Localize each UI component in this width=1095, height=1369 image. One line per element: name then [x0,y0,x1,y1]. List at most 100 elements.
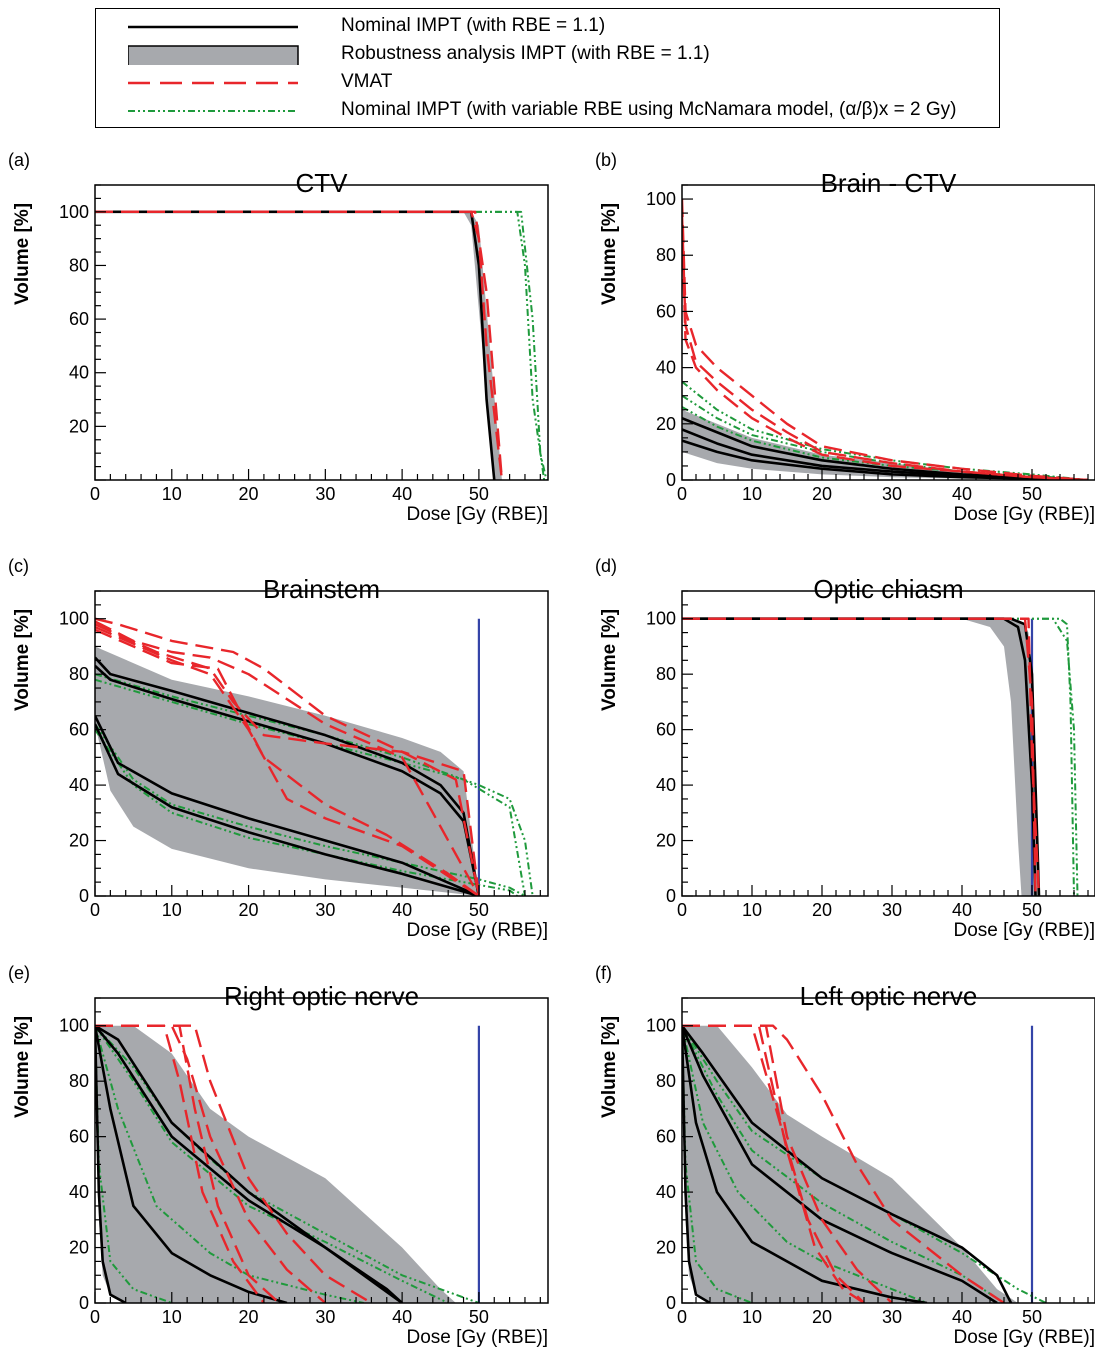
legend-label-band: Robustness analysis IMPT (with RBE = 1.1… [341,43,710,64]
series-vmat [95,1024,327,1303]
series-vmat [682,199,1089,480]
x-tick-label: 20 [812,484,832,504]
legend-swatch-vmat [128,81,298,85]
series-mcnamara [95,729,518,896]
series-nominal [95,210,496,480]
series-vmat [95,625,480,896]
x-tick-label: 10 [742,484,762,504]
panel-letter: (f) [595,963,612,983]
robustness-band [682,1025,1018,1303]
y-tick-label: 40 [69,1182,89,1202]
x-tick-label: 40 [952,1307,972,1327]
robustness-band [95,211,502,480]
panel-c: (c) Brainstem 0 10 20 30 40 50 0 20 40 60 80 100 Dose … [8,556,549,956]
series-nominal [95,723,480,896]
series-mcnamara [682,380,1089,480]
y-tick-label: 20 [656,414,676,434]
series-nominal [682,1024,1013,1303]
y-tick-label: 20 [69,831,89,851]
x-tick-label: 20 [812,900,832,920]
x-tick-label: 40 [392,484,412,504]
series-vmat [682,1024,865,1303]
legend-label-mcnamara: Nominal IMPT (with variable RBE using Mc… [341,99,957,120]
robustness-band [95,1025,456,1303]
x-tick-label: 0 [90,900,100,920]
series-mcnamara [682,1025,928,1303]
chart-title: CTV [295,168,348,198]
panel-a: (a) CTV 0 10 20 30 40 50 20 40 60 80 100 Dose [Gy (RB… [8,150,549,540]
series-nominal [95,1024,403,1303]
y-tick-label: 0 [666,886,676,906]
x-tick-label: 30 [315,484,335,504]
x-tick-label: 50 [1022,484,1042,504]
chart-plot: 0 10 20 30 40 50 0 20 40 60 80 100 [646,590,1095,920]
y-tick-label: 100 [59,1016,89,1036]
series-vmat [682,617,1041,896]
x-axis-label: Dose [Gy (RBE)] [406,920,548,941]
x-axis-label: Dose [Gy (RBE)] [406,504,548,525]
series-mcnamara [682,406,1089,480]
x-tick-label: 40 [392,900,412,920]
y-tick-label: 60 [69,720,89,740]
plot-area [95,210,548,480]
panel-letter: (c) [8,556,29,576]
chart-plot: 0 10 20 30 40 50 0 20 40 60 80 100 [646,184,1095,504]
series-vmat [95,210,504,480]
series-nominal [95,1024,403,1303]
robustness-band [682,409,1088,480]
x-tick-label: 40 [952,900,972,920]
x-tick-label: 40 [392,1307,412,1327]
y-tick-label: 80 [69,664,89,684]
y-tick-label: 20 [656,831,676,851]
y-tick-label: 20 [656,1238,676,1258]
y-axis-label: Volume [%] [12,608,33,711]
series-vmat [682,1024,1005,1303]
series-mcnamara [682,1025,753,1303]
x-tick-label: 0 [677,1307,687,1327]
y-tick-label: 20 [69,1238,89,1258]
x-tick-label: 20 [239,1307,259,1327]
panel-letter: (b) [595,150,617,170]
y-tick-label: 80 [656,1071,676,1091]
series-mcnamara [682,617,1079,896]
plot-frame [94,184,549,481]
y-tick-label: 60 [656,301,676,321]
legend-swatch-nominal [128,25,298,29]
panel-letter: (e) [8,963,30,983]
x-axis-label: Dose [Gy (RBE)] [406,1327,548,1348]
x-tick-label: 20 [812,1307,832,1327]
chart-title: Right optic nerve [223,981,420,1011]
y-tick-label: 0 [79,1293,89,1313]
series-mcnamara [682,1025,1005,1303]
legend-item-nominal: Nominal IMPT (with RBE = 1.1) [96,13,999,41]
legend-label-nominal: Nominal IMPT (with RBE = 1.1) [341,15,606,36]
x-tick-label: 50 [1022,900,1042,920]
y-tick-label: 40 [656,1182,676,1202]
plot-area [682,617,1079,896]
x-tick-label: 0 [90,484,100,504]
x-axis-label: Dose [Gy (RBE)] [953,920,1095,941]
x-axis-label: Dose [Gy (RBE)] [953,504,1095,525]
series-mcnamara [95,678,526,896]
y-tick-label: 60 [69,309,89,329]
x-tick-label: 30 [315,1307,335,1327]
y-tick-label: 0 [79,886,89,906]
y-tick-label: 40 [69,775,89,795]
panel-letter: (d) [595,556,617,576]
chart-plot: 0 10 20 30 40 50 0 20 40 60 80 100 [59,997,549,1327]
legend-item-vmat: VMAT [96,69,999,97]
series-nominal [682,617,1037,896]
y-tick-label: 100 [646,189,676,209]
y-tick-label: 0 [666,1293,676,1313]
x-tick-label: 10 [742,900,762,920]
x-tick-label: 10 [162,900,182,920]
chart-title: Brain - CTV [820,168,957,198]
plot-area [95,617,534,896]
chart-title: Brainstem [262,574,381,604]
y-tick-label: 80 [69,255,89,275]
y-tick-label: 60 [656,1127,676,1147]
legend-item-band: Robustness analysis IMPT (with RBE = 1.1… [96,41,999,69]
series-nominal [95,1025,288,1303]
y-axis-label: Volume [%] [599,1015,620,1118]
series-vmat [682,227,1089,480]
